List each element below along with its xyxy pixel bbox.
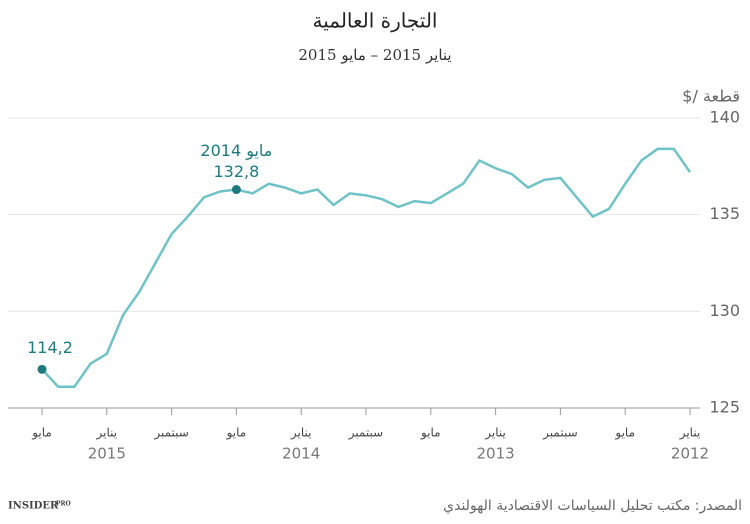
x-tick-label: يناير: [679, 426, 701, 441]
chart-subtitle: يناير 2015 – مايو 2015: [298, 46, 451, 64]
line: [41, 147, 692, 388]
x-tick-label: سبتمبر: [348, 426, 383, 441]
x-tick-label: مايو: [226, 426, 247, 441]
x-tick-label: يناير: [484, 426, 506, 441]
x-tick-label: مايو: [31, 426, 52, 441]
y-tick-label: 130: [709, 301, 740, 320]
x-tick-label: مايو: [420, 426, 441, 441]
chart-title: التجارة العالمية: [313, 9, 438, 33]
annotation-title: مايو 2014: [200, 141, 272, 161]
year-label: 2013: [477, 445, 515, 463]
y-axis-label: $/ قطعة: [682, 87, 740, 106]
y-tick-label: 135: [709, 204, 740, 223]
x-tick-label: سبتمبر: [542, 426, 577, 441]
x-tick-label: يناير: [96, 426, 118, 441]
annotation: 114,2: [27, 338, 73, 357]
year-label: 2012: [671, 445, 709, 463]
annotation: 132,8: [213, 162, 259, 181]
point: [37, 364, 47, 374]
source: المصدر: مكتب تحليل السياسات الاقتصادية ا…: [443, 498, 742, 514]
year-label: 2014: [282, 445, 320, 463]
y-tick-label: 140: [709, 108, 740, 127]
point: [231, 185, 241, 195]
logo: INSIDER: [8, 501, 59, 512]
y-tick-label: 125: [709, 398, 740, 417]
x-tick-label: يناير: [290, 426, 312, 441]
year-label: 2015: [88, 445, 126, 463]
logo-suffix: PRO: [56, 501, 71, 508]
x-tick-label: مايو: [614, 426, 635, 441]
x-tick-label: سبتمبر: [153, 426, 188, 441]
